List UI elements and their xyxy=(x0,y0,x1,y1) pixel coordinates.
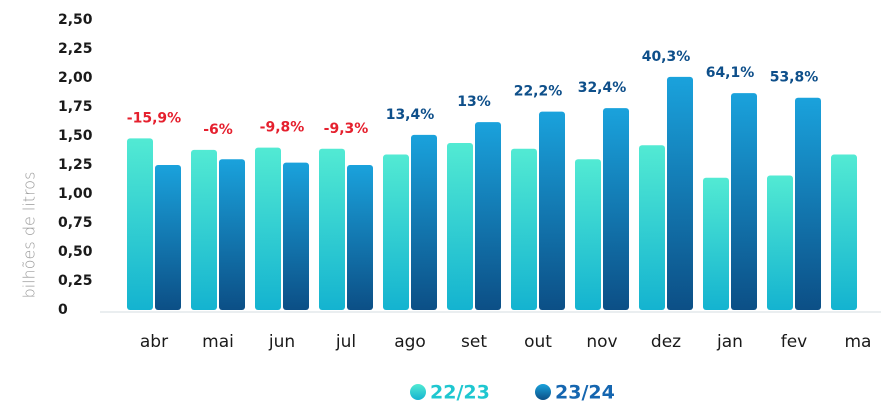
x-tick-label: ago xyxy=(394,332,426,352)
x-tick-label: fev xyxy=(781,332,808,352)
bar xyxy=(155,165,181,310)
data-label: 40,3% xyxy=(642,49,691,65)
bar xyxy=(447,142,473,310)
bar xyxy=(475,122,501,310)
x-tick-label: nov xyxy=(586,332,617,352)
bar xyxy=(539,111,565,310)
bar xyxy=(411,134,437,310)
x-tick-label: mai xyxy=(202,332,234,352)
legend-label: 23/24 xyxy=(555,382,615,404)
y-tick-label: 1,75 xyxy=(58,99,93,115)
y-tick-label: 0,50 xyxy=(58,244,93,260)
bar xyxy=(255,147,281,310)
data-label: -6% xyxy=(203,122,233,138)
x-tick-label: out xyxy=(524,332,552,352)
x-tick-label: ma xyxy=(845,332,872,352)
bar xyxy=(191,149,217,310)
bar xyxy=(731,93,757,310)
x-tick-label: set xyxy=(461,332,487,352)
bar xyxy=(127,138,153,310)
bar xyxy=(603,108,629,310)
data-label: -9,8% xyxy=(260,120,305,136)
y-tick-label: 1,50 xyxy=(58,128,93,144)
bar xyxy=(319,148,345,310)
bar xyxy=(667,76,693,310)
legend-swatch xyxy=(410,384,426,400)
bar xyxy=(219,159,245,310)
y-tick-label: 1,25 xyxy=(58,157,93,173)
data-label: 32,4% xyxy=(578,80,627,96)
bar xyxy=(795,97,821,310)
y-tick-label: 0,25 xyxy=(58,273,93,289)
bar xyxy=(575,159,601,310)
y-tick-label: 1,00 xyxy=(58,186,93,202)
bar xyxy=(831,154,857,310)
y-tick-label: 0,75 xyxy=(58,215,93,231)
y-tick-label: 0 xyxy=(58,302,68,318)
bar xyxy=(347,165,373,310)
x-tick-label: jun xyxy=(268,332,295,352)
bar xyxy=(283,162,309,310)
bar xyxy=(639,145,665,310)
data-label: 64,1% xyxy=(706,65,755,81)
bar xyxy=(383,154,409,310)
data-label: -9,3% xyxy=(324,121,369,137)
data-label: 53,8% xyxy=(770,70,819,86)
data-label: -15,9% xyxy=(127,110,181,126)
data-label: 22,2% xyxy=(514,84,563,100)
data-label: 13% xyxy=(457,94,491,110)
legend-swatch xyxy=(535,384,551,400)
data-label: 13,4% xyxy=(386,107,435,123)
y-tick-label: 2,25 xyxy=(58,41,93,57)
y-tick-label: 2,00 xyxy=(58,70,93,86)
y-tick-label: 2,50 xyxy=(58,12,93,28)
x-tick-label: jan xyxy=(716,332,743,352)
y-axis-label: bilhões de litros xyxy=(20,172,39,299)
bar xyxy=(511,148,537,310)
bar xyxy=(703,177,729,310)
bar xyxy=(767,175,793,310)
x-tick-label: dez xyxy=(651,332,681,352)
x-tick-label: jul xyxy=(335,332,356,352)
x-tick-label: abr xyxy=(140,332,168,352)
legend-label: 22/23 xyxy=(430,382,490,404)
